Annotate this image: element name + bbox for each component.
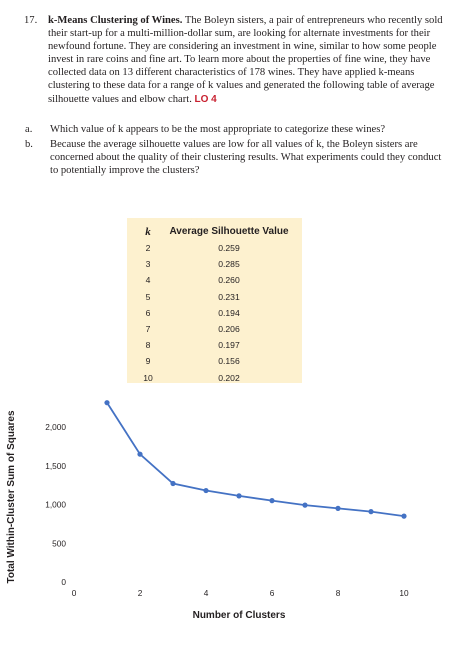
problem-statement: 17. k-Means Clustering of Wines. The Bol…: [24, 14, 450, 106]
part-letter: a.: [25, 123, 33, 135]
question-parts: a. Which value of k appears to be the mo…: [24, 123, 450, 177]
problem-title: k-Means Clustering of Wines.: [48, 15, 183, 26]
table-row: 8 0.197: [137, 337, 299, 353]
cell-silhouette: 0.285: [218, 259, 240, 270]
cell-silhouette: 0.202: [218, 372, 240, 383]
table-row: 10 0.202: [137, 370, 299, 386]
data-point: [203, 487, 209, 494]
cell-k: 5: [145, 291, 151, 302]
part-text: Because the average silhouette values ar…: [50, 138, 442, 176]
series-line: [106, 402, 405, 518]
cell-k: 6: [145, 307, 151, 318]
cell-silhouette: 0.231: [218, 291, 240, 302]
y-tick-label: 1,500: [45, 461, 66, 471]
problem-block: 17. k-Means Clustering of Wines. The Bol…: [24, 14, 450, 179]
data-point: [236, 493, 242, 499]
cell-silhouette: 0.197: [218, 340, 240, 351]
part-letter: b.: [25, 138, 33, 150]
x-axis-title: Number of Clusters: [193, 610, 286, 621]
column-header-silhouette: Average Silhouette Value: [169, 226, 289, 237]
cell-silhouette: 0.260: [218, 275, 240, 286]
cell-silhouette: 0.156: [218, 356, 240, 367]
cell-silhouette: 0.206: [218, 324, 240, 335]
x-tick-label: 2: [138, 588, 143, 598]
problem-body: The Boleyn sisters, a pair of entreprene…: [48, 15, 443, 105]
table-row: 3 0.285: [137, 256, 299, 272]
data-point: [335, 505, 341, 511]
silhouette-table: k Average Silhouette Value 2 0.259 3 0.285 4…: [127, 218, 302, 383]
x-tick-label: 10: [399, 588, 409, 598]
column-header-k: k: [145, 225, 151, 238]
y-tick-label: 2,000: [45, 422, 66, 432]
data-point: [104, 400, 110, 406]
cell-k: 7: [145, 324, 151, 335]
learning-objective-badge: LO 4: [194, 93, 217, 105]
data-point: [170, 480, 176, 487]
cell-silhouette: 0.259: [218, 243, 240, 254]
cell-k: 3: [145, 259, 151, 270]
table-row: 6 0.194: [137, 305, 299, 321]
x-tick-label: 0: [72, 588, 77, 598]
x-tick-label: 8: [336, 588, 341, 598]
data-point: [368, 509, 374, 515]
table-row: 5 0.231: [137, 289, 299, 305]
x-tick-label: 4: [204, 588, 209, 598]
problem-text: k-Means Clustering of Wines. The Boleyn …: [48, 14, 450, 106]
cell-k: 9: [145, 356, 151, 367]
data-point: [269, 498, 275, 504]
cell-k: 10: [143, 372, 153, 383]
table-row: 2 0.259: [137, 240, 299, 256]
table-row: 4 0.260: [137, 272, 299, 288]
cell-silhouette: 0.194: [218, 307, 240, 318]
x-tick-label: 6: [270, 588, 275, 598]
cell-k: 4: [145, 275, 151, 286]
table-row: 9 0.156: [137, 353, 299, 369]
elbow-chart: 0 500 1,000 1,500 2,000 0 2 4 6 8 10 Number of Clus…: [6, 400, 409, 621]
question-part-b: b. Because the average silhouette values…: [24, 138, 450, 177]
y-axis-title: Total Within-Cluster Sum of Squares: [6, 410, 17, 584]
table-header-row: k Average Silhouette Value: [137, 223, 299, 240]
y-tick-label: 500: [52, 538, 66, 548]
question-part-a: a. Which value of k appears to be the mo…: [24, 123, 450, 136]
table-row: 7 0.206: [137, 321, 299, 337]
cell-k: 8: [145, 340, 151, 351]
y-tick-label: 0: [61, 577, 66, 587]
y-tick-label: 1,000: [45, 500, 66, 510]
data-point: [401, 513, 407, 519]
table-body: 2 0.259 3 0.285 4 0.260 5 0.231 6 0.194 7 0.206 8 0.1…: [137, 240, 299, 386]
part-text: Which value of k appears to be the most …: [50, 123, 386, 135]
data-point: [302, 502, 308, 508]
problem-number: 17.: [24, 15, 38, 26]
data-point: [137, 451, 143, 457]
cell-k: 2: [145, 243, 151, 254]
